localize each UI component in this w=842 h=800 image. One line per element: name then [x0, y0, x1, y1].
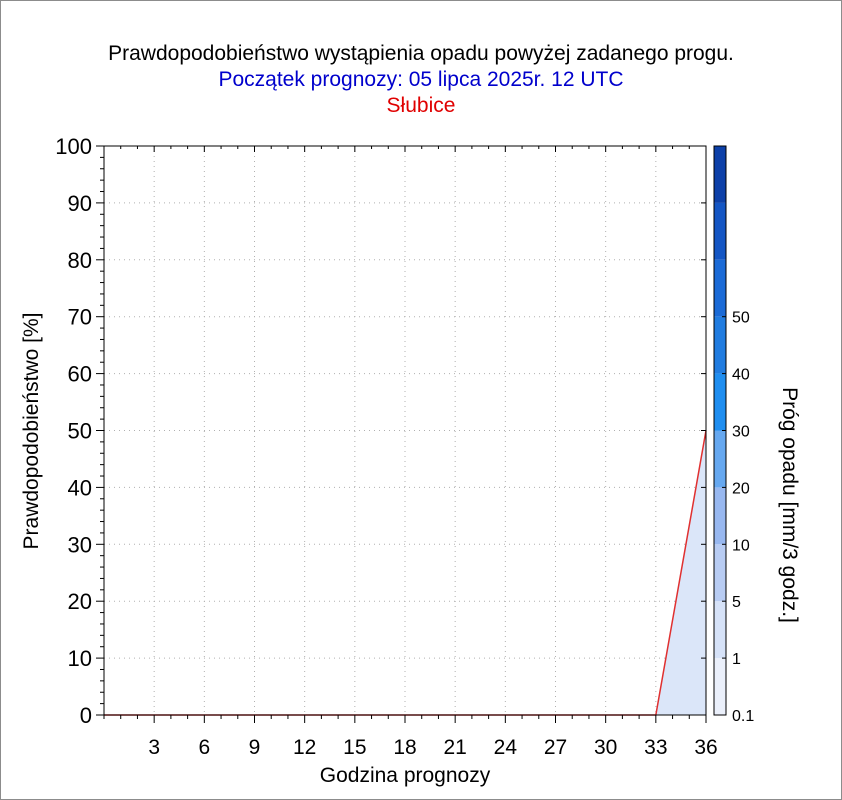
- colorbar-segment: [714, 259, 726, 317]
- x-tick-label: 12: [293, 736, 316, 759]
- forecast-start-subtitle: Początek prognozy: 05 lipca 2025r. 12 UT…: [218, 68, 624, 91]
- series-area: [103, 430, 707, 716]
- chart-title: Prawdopodobieństwo wystąpienia opadu pow…: [108, 42, 734, 65]
- x-tick-label: 21: [443, 736, 466, 759]
- colorbar-segment: [714, 202, 726, 260]
- y-tick-label: 80: [68, 248, 92, 273]
- colorbar-segment: [714, 373, 726, 431]
- y-tick-label: 0: [80, 703, 92, 728]
- colorbar-segment: [714, 601, 726, 659]
- x-axis-label: Godzina prognozy: [320, 764, 491, 787]
- y-tick-label: 50: [68, 419, 92, 444]
- colorbar-segment: [714, 146, 726, 203]
- x-tick-label: 24: [494, 736, 518, 759]
- x-tick-label: 18: [393, 736, 416, 759]
- axis-labels: Godzina prognozy Prawdopodobieństwo [%] …: [20, 313, 801, 787]
- colorbar-level-label: 40: [732, 367, 750, 384]
- x-tick-label: 9: [249, 736, 261, 759]
- x-tick-label: 30: [594, 736, 617, 759]
- x-tick-label: 27: [544, 736, 567, 759]
- y-tick-label: 40: [68, 475, 92, 500]
- x-tick-label: 15: [343, 736, 366, 759]
- colorbar-segment: [714, 316, 726, 374]
- y-tick-label: 60: [68, 362, 92, 387]
- x-tick-label: 36: [694, 736, 717, 759]
- y-tick-label: 20: [68, 589, 92, 614]
- colorbar-segment: [714, 544, 726, 602]
- y-tick-label: 90: [68, 191, 92, 216]
- colorbar-level-label: 0.1: [732, 708, 754, 725]
- y-tick-label: 10: [68, 646, 92, 671]
- y-tick-label: 30: [68, 532, 92, 557]
- colorbar-segment: [714, 430, 726, 488]
- y-tick-label: 100: [55, 134, 92, 159]
- colorbar-label: Próg opadu [mm/3 godz.]: [778, 387, 801, 623]
- colorbar-segment: [714, 487, 726, 545]
- colorbar-level-label: 50: [732, 310, 750, 327]
- colorbar-level-label: 30: [732, 424, 750, 441]
- colorbar: 0.1 1 5 10 20 30 40 50: [713, 145, 754, 725]
- y-tick-label: 70: [68, 305, 92, 330]
- colorbar-level-label: 10: [732, 537, 750, 554]
- colorbar-level-label: 5: [732, 594, 741, 611]
- y-axis-label: Prawdopodobieństwo [%]: [20, 313, 43, 550]
- grid: [104, 145, 706, 715]
- x-tick-label: 3: [148, 736, 160, 759]
- location-label: Słubice: [386, 94, 456, 117]
- x-tick-label: 33: [644, 736, 667, 759]
- series-line: [104, 430, 707, 716]
- x-tick-label: 6: [198, 736, 210, 759]
- colorbar-segment: [714, 658, 726, 715]
- series-area-fill: [104, 430, 706, 715]
- colorbar-level-label: 1: [732, 651, 741, 668]
- colorbar-level-label: 20: [732, 480, 750, 497]
